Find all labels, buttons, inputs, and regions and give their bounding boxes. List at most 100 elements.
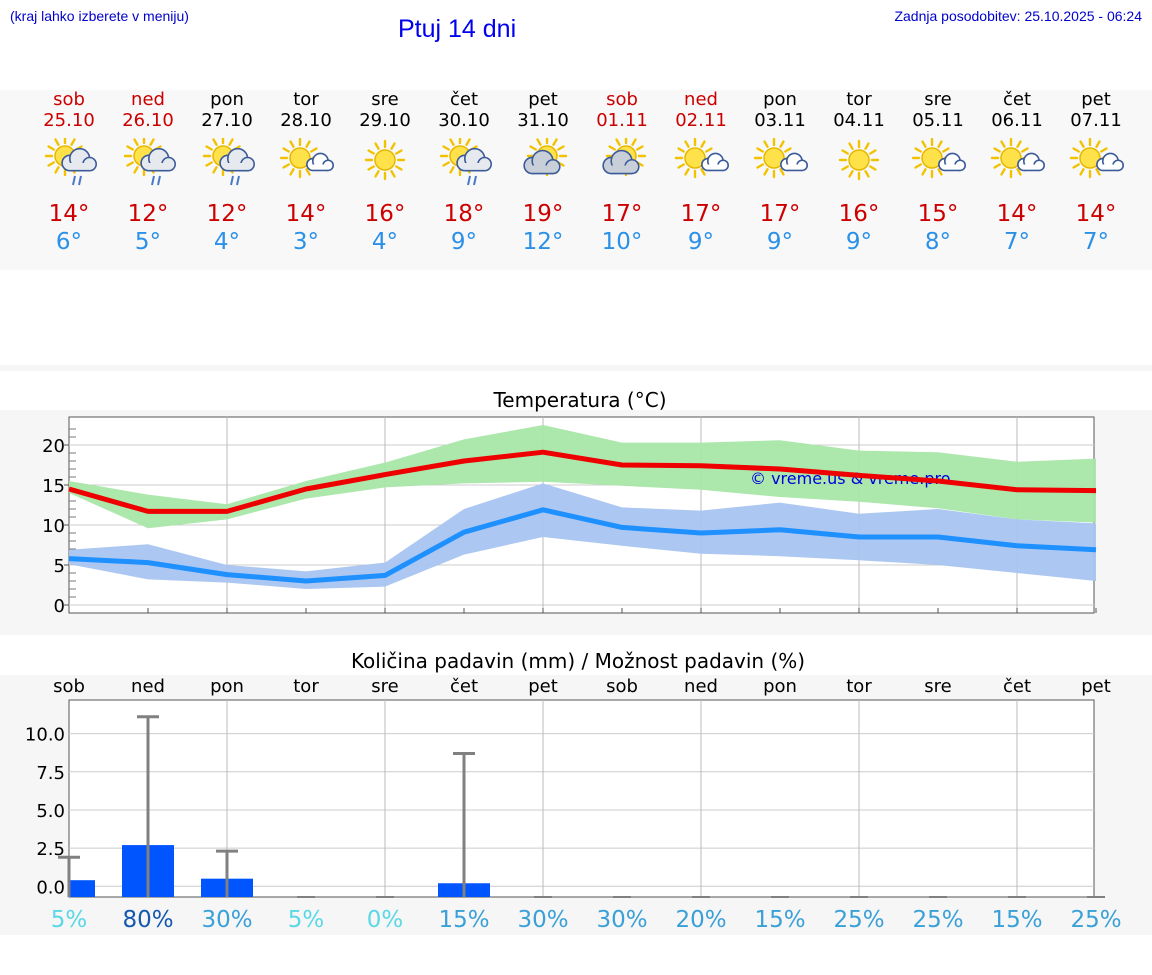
max-temperature: 14°	[285, 201, 327, 227]
x-category-label: pon	[763, 676, 797, 697]
day-column[interactable]: sob 01.11 17° 10°	[583, 90, 661, 256]
x-category-label: sob	[606, 676, 638, 697]
cloud-shape	[780, 152, 808, 172]
day-column[interactable]: tor 04.11 16° 9°	[820, 90, 898, 256]
day-column[interactable]: čet 30.10 18° 9°	[425, 90, 503, 256]
sun-small-cloud-icon	[674, 138, 729, 179]
precip-probability: 15%	[991, 907, 1042, 933]
day-column[interactable]: pet 07.11 14° 7°	[1057, 90, 1135, 256]
cloud-shape	[140, 147, 176, 172]
sun-small-cloud-icon	[911, 138, 966, 179]
cloud-shape	[1017, 152, 1045, 172]
day-column[interactable]: pet 31.10 19° 12°	[504, 90, 582, 256]
day-name: ned	[684, 89, 718, 110]
range-band	[69, 483, 1096, 589]
x-category-label: čet	[450, 676, 478, 697]
rain-drops	[151, 175, 161, 186]
precip-probability: 15%	[754, 907, 805, 933]
min-temperature: 7°	[1082, 229, 1110, 255]
day-name: sre	[924, 89, 952, 110]
sun-icon	[364, 139, 406, 181]
precipitation-chart: Količina padavin (mm) / Možnost padavin …	[25, 649, 1122, 933]
precip-probability: 25%	[1070, 907, 1121, 933]
max-temperature: 12°	[127, 201, 169, 227]
day-name: ned	[131, 89, 165, 110]
rain-drops	[72, 175, 82, 186]
day-date: 25.10	[43, 110, 95, 131]
x-category-label: pet	[528, 676, 558, 697]
day-column[interactable]: tor 28.10 14° 3°	[267, 90, 345, 256]
max-temperature: 16°	[364, 201, 406, 227]
precip-bar	[69, 880, 95, 897]
cloud-shape	[456, 147, 492, 172]
y-tick-label: 7.5	[36, 763, 65, 784]
precip-probability: 30%	[201, 907, 252, 933]
day-date: 06.11	[991, 110, 1043, 131]
temperature-chart: Temperatura (°C) 0 5 10 15 20 © vreme.us & vre…	[42, 388, 1097, 617]
min-temperature: 9°	[450, 229, 478, 255]
day-column[interactable]: čet 06.11 14° 7°	[978, 90, 1056, 256]
precip-probability: 30%	[596, 907, 647, 933]
day-date: 02.11	[675, 110, 727, 131]
cloud-shape	[523, 149, 561, 175]
day-name: pon	[210, 89, 244, 110]
day-date: 04.11	[833, 110, 885, 131]
day-column[interactable]: sob 25.10 14° 6°	[30, 90, 108, 256]
y-tick-label: 15	[42, 476, 65, 497]
day-date: 03.11	[754, 110, 806, 131]
min-temperature: 9°	[845, 229, 873, 255]
max-temperature: 16°	[838, 201, 880, 227]
day-column[interactable]: ned 02.11 17° 9°	[662, 90, 740, 256]
day-date: 27.10	[201, 110, 253, 131]
day-column[interactable]: ned 26.10 12° 5°	[109, 90, 187, 256]
sun-cloud-icon	[602, 138, 647, 177]
max-temperature: 14°	[1075, 201, 1117, 227]
cloud-shape	[61, 147, 97, 172]
x-category-label: ned	[684, 676, 718, 697]
plot-area	[68, 699, 1095, 898]
max-temperature-line	[68, 449, 1097, 514]
sun-cloud-rain-icon	[202, 138, 255, 186]
sun-icon	[838, 139, 880, 181]
day-date: 28.10	[280, 110, 332, 131]
location-menu-hint[interactable]: (kraj lahko izberete v meniju)	[10, 8, 189, 24]
sun-small-cloud-icon	[990, 138, 1045, 179]
cloud-shape	[306, 152, 334, 172]
min-temperature: 10°	[601, 229, 643, 255]
precip-probability: 5%	[288, 907, 325, 933]
range-band	[69, 425, 1096, 529]
day-column[interactable]: pon 03.11 17° 9°	[741, 90, 819, 256]
sun-cloud-rain-icon	[44, 138, 97, 186]
x-category-label: tor	[846, 676, 872, 697]
day-name: pet	[528, 89, 558, 110]
x-category-label: sob	[53, 676, 85, 697]
day-column[interactable]: sre 29.10 16° 4°	[346, 90, 424, 256]
y-tick-label: 10	[42, 516, 65, 537]
y-tick-label: 5.0	[36, 801, 65, 822]
day-name: sob	[606, 89, 638, 110]
sun-small-cloud-icon	[753, 138, 808, 179]
sun-shape	[838, 139, 880, 181]
sun-shape	[1069, 138, 1111, 179]
min-temperature: 4°	[213, 229, 241, 255]
day-name: sre	[371, 89, 399, 110]
sun-small-cloud-icon	[279, 138, 334, 179]
y-tick-label: 0	[54, 596, 65, 617]
chart-title: Temperatura (°C)	[492, 388, 666, 412]
x-category-label: sre	[371, 676, 398, 697]
sun-cloud-rain-icon	[439, 138, 492, 186]
max-temperature: 17°	[680, 201, 722, 227]
cloud-shape	[219, 147, 255, 172]
max-temperature: 17°	[759, 201, 801, 227]
sun-cloud-icon	[523, 138, 568, 177]
day-column[interactable]: sre 05.11 15° 8°	[899, 90, 977, 256]
day-column[interactable]: pon 27.10 12° 4°	[188, 90, 266, 256]
chart-title: Količina padavin (mm) / Možnost padavin …	[351, 649, 805, 673]
precip-probability: 25%	[833, 907, 884, 933]
day-date: 31.10	[517, 110, 569, 131]
day-name: tor	[293, 89, 319, 110]
daily-forecast-strip: sob 25.10 14° 6° ned 26.10 12° 5° pon 27.10 12° 4° t…	[0, 90, 1152, 270]
max-temperature: 18°	[443, 201, 485, 227]
day-date: 05.11	[912, 110, 964, 131]
rain-drops	[467, 175, 477, 186]
